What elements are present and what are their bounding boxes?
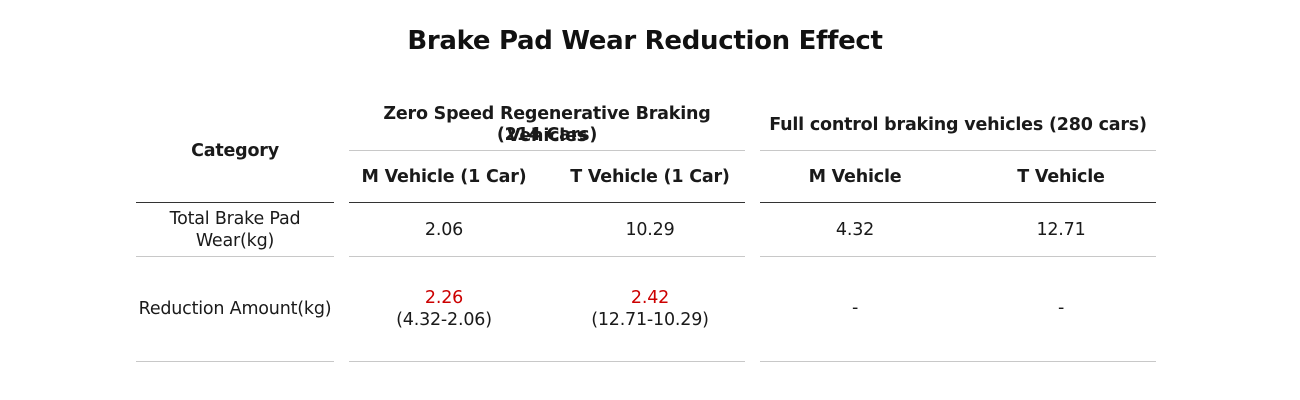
header-bottom-rule-category xyxy=(136,202,334,203)
cell-total-wear-g1-m: 2.06 xyxy=(424,220,464,240)
cell-total-wear-g2-m: 4.32 xyxy=(835,220,875,240)
row2-divider-group1 xyxy=(349,361,745,362)
cell-reduction-g1-m-calc: (4.32-2.06) xyxy=(396,310,492,330)
row-total-wear-label-line2: Wear(kg) xyxy=(195,231,275,251)
header-bottom-rule-group2 xyxy=(760,202,1156,203)
row1-divider-group2 xyxy=(760,256,1156,257)
cell-total-wear-g1-t: 10.29 xyxy=(625,220,675,240)
cell-total-wear-g2-t: 12.71 xyxy=(1036,220,1086,240)
row2-divider-category xyxy=(136,361,334,362)
cell-reduction-g1-m-value: 2.26 xyxy=(424,288,464,308)
group1-t-vehicle-header: T Vehicle (1 Car) xyxy=(570,167,730,187)
cell-reduction-g2-t: - xyxy=(1057,298,1065,318)
group1-m-vehicle-header: M Vehicle (1 Car) xyxy=(361,167,527,187)
cell-reduction-g1-t-value: 2.42 xyxy=(630,288,670,308)
group1-header-line2: (214 Cars) xyxy=(496,125,598,145)
row1-divider-group1 xyxy=(349,256,745,257)
row-reduction-label: Reduction Amount(kg) xyxy=(138,299,332,319)
page-title: Brake Pad Wear Reduction Effect xyxy=(407,26,883,56)
group1-header-divider xyxy=(349,150,745,151)
group2-m-vehicle-header: M Vehicle xyxy=(808,167,902,187)
row-total-wear-label-line1: Total Brake Pad xyxy=(169,209,301,229)
cell-reduction-g2-m: - xyxy=(851,298,859,318)
row1-divider-category xyxy=(136,256,334,257)
header-bottom-rule-group1 xyxy=(349,202,745,203)
cell-reduction-g1-t-calc: (12.71-10.29) xyxy=(591,310,709,330)
group2-t-vehicle-header: T Vehicle xyxy=(1017,167,1105,187)
group2-header: Full control braking vehicles (280 cars) xyxy=(769,115,1147,135)
category-header: Category xyxy=(191,141,279,161)
row2-divider-group2 xyxy=(760,361,1156,362)
group2-header-divider xyxy=(760,150,1156,151)
group1-header-line1: Zero Speed Regenerative Braking Vehicles xyxy=(383,104,711,146)
